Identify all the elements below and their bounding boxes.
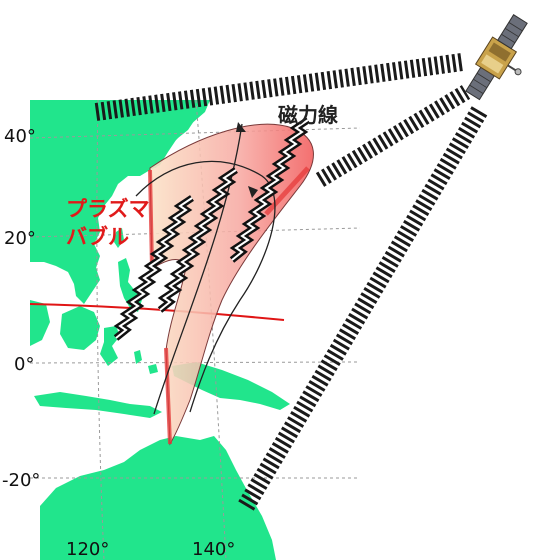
lat-label-20: 20° — [4, 228, 36, 249]
plasma-bubble-label-line1: プラズマ — [66, 197, 150, 221]
field-line-arrow-1 — [236, 122, 246, 132]
field-line-arrow-2 — [248, 186, 258, 198]
field-lines — [135, 123, 276, 415]
land-moluccas — [134, 350, 158, 374]
satellite-icon — [465, 14, 528, 101]
signal-beam-icon — [315, 85, 471, 187]
signal-beam-icon — [94, 53, 464, 121]
land-new-guinea — [172, 362, 290, 410]
land-borneo — [60, 306, 100, 350]
lon-label-120: 120° — [66, 539, 109, 560]
lat-label-neg20: -20° — [2, 470, 40, 491]
lon-label-140: 140° — [192, 539, 235, 560]
land-australia — [40, 436, 276, 560]
lat-label-40: 40° — [4, 126, 36, 147]
land-java — [34, 392, 162, 418]
field-line-1 — [153, 123, 243, 415]
land-japan — [150, 108, 196, 168]
magnetic-equator — [30, 303, 285, 321]
field-line-label: 磁力線 — [278, 103, 338, 127]
lat-label-0: 0° — [14, 354, 34, 375]
signal-beam-icon — [238, 105, 488, 511]
wave-icon — [113, 117, 310, 341]
field-line-2 — [135, 160, 276, 413]
land-sumatra — [30, 300, 50, 346]
plasma-bubble-label-line2: バブル — [66, 225, 129, 249]
land-taiwan — [114, 228, 124, 248]
signal-beams — [94, 53, 488, 511]
